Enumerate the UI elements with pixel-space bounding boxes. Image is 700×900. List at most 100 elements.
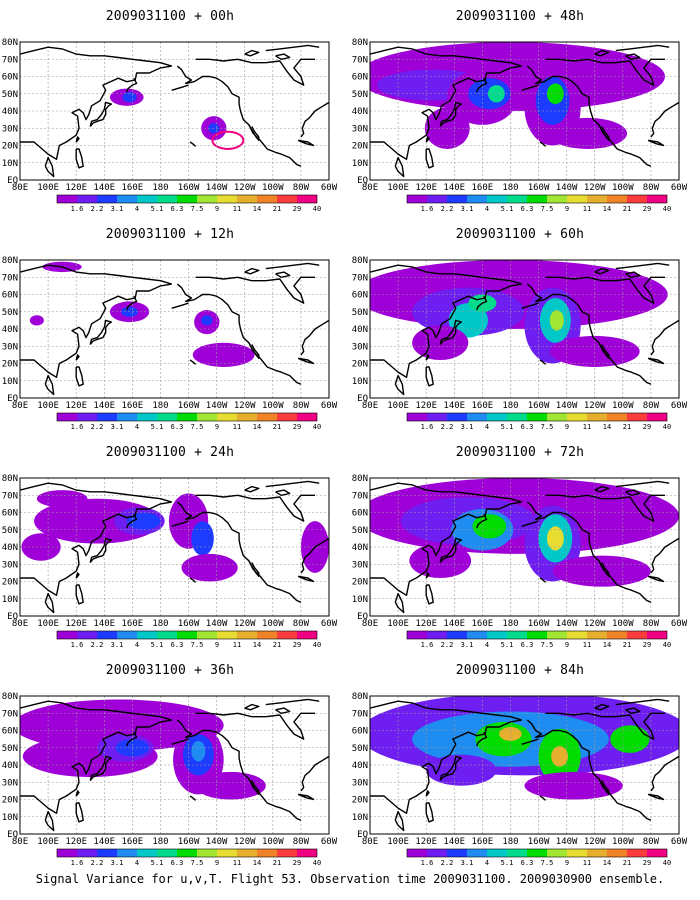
lon-label: 100W: [612, 401, 634, 411]
coastline: [126, 731, 138, 747]
coastline: [89, 755, 113, 781]
lon-label: 80W: [293, 183, 310, 193]
colorbar-swatch: [257, 631, 277, 639]
colorbar-swatch: [217, 631, 237, 639]
coastline: [615, 44, 670, 52]
coastline: [526, 501, 652, 603]
coastline: [20, 700, 172, 721]
lon-label: 100E: [387, 183, 409, 193]
lon-label: 80E: [362, 183, 378, 193]
lon-label: 60W: [321, 619, 338, 629]
lat-label: 40N: [2, 107, 18, 117]
coastline: [300, 101, 329, 138]
colorbar-swatch: [197, 413, 217, 421]
colorbar-tick-label: 5.1: [501, 423, 514, 431]
colorbar-swatch: [487, 849, 507, 857]
coastline: [75, 354, 80, 361]
coastline: [275, 53, 291, 60]
colorbar-tick-label: 3.1: [111, 641, 124, 649]
lat-label: 50N: [352, 744, 368, 754]
lon-label: 160E: [122, 837, 144, 847]
lon-label: 140E: [93, 401, 115, 411]
lat-label: 50N: [352, 90, 368, 100]
lon-label: 180: [502, 619, 518, 629]
lat-label: 30N: [352, 342, 368, 352]
lat-label: 10N: [2, 159, 18, 169]
coastline: [521, 84, 539, 91]
lon-label: 80W: [293, 619, 310, 629]
coastline: [370, 46, 522, 67]
lon-label: 120E: [415, 837, 437, 847]
lon-label: 80E: [362, 619, 378, 629]
variance-region: [191, 740, 206, 762]
coastline: [75, 136, 80, 143]
lon-label: 100E: [37, 183, 59, 193]
lon-label: 160W: [528, 619, 550, 629]
lon-label: 120E: [415, 183, 437, 193]
coastline: [526, 65, 652, 167]
coastline: [75, 572, 80, 579]
variance-region: [487, 85, 505, 103]
coastline: [297, 139, 315, 147]
lon-label: 120W: [234, 837, 256, 847]
colorbar-swatch: [447, 631, 467, 639]
colorbar-swatch: [587, 195, 607, 203]
colorbar-tick-label: 11: [233, 205, 241, 213]
coastline: [539, 795, 547, 801]
coastline: [476, 513, 488, 529]
colorbar-swatch: [97, 413, 117, 421]
variance-region: [192, 342, 255, 367]
colorbar-tick-label: 29: [293, 641, 301, 649]
coastline: [265, 698, 320, 706]
coastline: [20, 264, 172, 285]
coastline: [248, 560, 260, 578]
colorbar-swatch: [137, 413, 157, 421]
coastline: [176, 719, 302, 821]
coastline: [394, 810, 405, 832]
lon-label: 100W: [262, 183, 284, 193]
colorbar-swatch: [217, 413, 237, 421]
variance-region: [524, 771, 623, 800]
colorbar-swatch: [197, 195, 217, 203]
lat-label: EQ: [357, 612, 368, 622]
coastline: [598, 778, 610, 796]
colorbar-tick-label: 40: [663, 859, 671, 867]
coastline: [439, 537, 463, 563]
colorbar-swatch: [427, 413, 447, 421]
lon-label: 140E: [443, 837, 465, 847]
coastline: [526, 283, 652, 385]
colorbar-swatch: [97, 631, 117, 639]
colorbar-swatch: [117, 413, 137, 421]
colorbar-tick-label: 11: [583, 641, 591, 649]
colorbar-swatch: [217, 849, 237, 857]
lon-label: 100E: [37, 619, 59, 629]
lon-label: 80E: [12, 401, 28, 411]
panel-title-p24: 2009031100 + 24h: [105, 445, 235, 460]
coastline: [615, 698, 670, 706]
colorbar-tick-label: 14: [253, 205, 261, 213]
lat-label: 40N: [2, 761, 18, 771]
coastline: [176, 65, 302, 167]
colorbar-tick-label: 1.6: [421, 423, 434, 431]
lon-label: 160E: [472, 183, 494, 193]
lon-label: 140W: [556, 619, 578, 629]
coastline: [625, 271, 641, 278]
colorbar-swatch: [137, 195, 157, 203]
colorbar-swatch: [157, 631, 177, 639]
lat-label: 20N: [2, 142, 18, 152]
colorbar-tick-label: 11: [583, 859, 591, 867]
lon-label: 120W: [584, 401, 606, 411]
lon-label: 180: [502, 183, 518, 193]
colorbar-swatch: [427, 849, 447, 857]
colorbar-tick-label: 21: [623, 205, 631, 213]
map-frame: [19, 41, 330, 181]
colorbar-swatch: [547, 195, 567, 203]
lat-label: 70N: [352, 709, 368, 719]
lon-label: 120E: [65, 183, 87, 193]
lat-label: 20N: [2, 796, 18, 806]
coastline: [650, 537, 679, 574]
coastline: [248, 124, 260, 142]
variance-region: [546, 526, 564, 551]
lon-label: 60W: [321, 401, 338, 411]
